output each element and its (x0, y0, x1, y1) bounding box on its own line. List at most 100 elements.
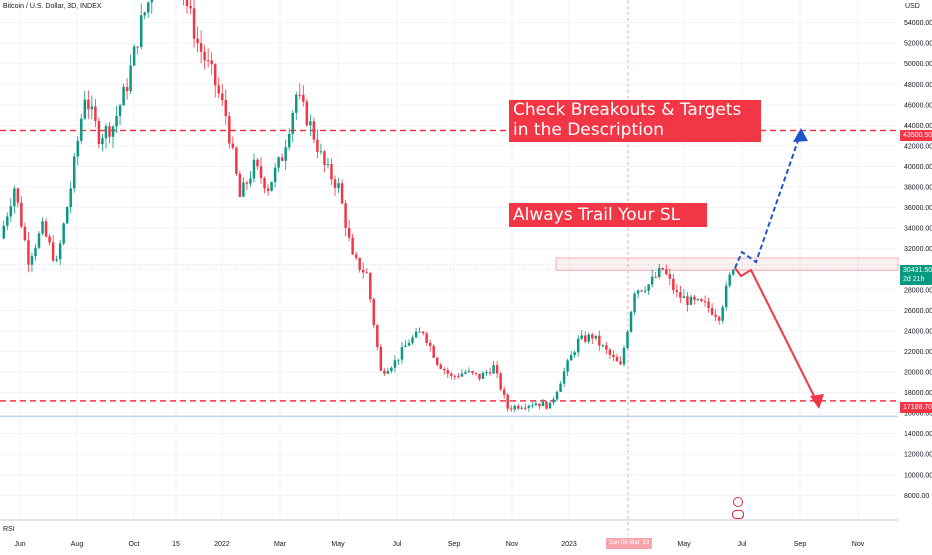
candle-body (76, 140, 80, 157)
price-tick-label: 46000.00 (904, 102, 932, 109)
banner-breakouts: Check Breakouts & Targets in the Descrip… (509, 100, 761, 142)
candle-body (700, 299, 703, 302)
candle-body (531, 405, 534, 407)
bullish-projection-arrow (734, 131, 802, 269)
candle-body (118, 105, 122, 116)
candle-body (615, 356, 619, 362)
candle-body (147, 2, 150, 13)
price-tick-label: 26000.00 (904, 308, 932, 315)
candle-body (330, 164, 333, 180)
candle-body (605, 345, 608, 350)
candle-body (411, 337, 414, 343)
candle-body (400, 346, 404, 360)
candle-body (379, 346, 383, 371)
candle-body (629, 311, 633, 332)
events-flag-icon[interactable] (732, 510, 744, 519)
candle-body (414, 331, 418, 338)
candle-body (150, 0, 154, 3)
time-tick-label: Sep (448, 541, 461, 548)
time-tick-label: Mar (274, 541, 287, 548)
candle-body (682, 296, 686, 298)
replay-icon[interactable] (733, 497, 743, 507)
candle-body (464, 372, 467, 374)
candle-body (305, 101, 309, 126)
candle-body (474, 372, 478, 374)
candle-body (654, 276, 657, 278)
candle-body (665, 269, 668, 275)
candle-body (640, 290, 643, 292)
candle-body (55, 259, 58, 261)
candle-body (598, 335, 601, 346)
candle-body (594, 335, 598, 339)
candle-body (686, 296, 689, 305)
candle-body (386, 371, 390, 374)
time-tick-label: Sep (794, 541, 807, 548)
current-price-label[interactable]: 30431.50 2d 21h (900, 265, 932, 285)
candle-body (703, 301, 707, 303)
candle-body (277, 157, 280, 168)
candle-body (249, 178, 252, 184)
candle-body (6, 216, 9, 226)
candle-body (245, 182, 249, 184)
candle-body (136, 46, 139, 48)
candle-body (62, 223, 65, 244)
candle-body (608, 349, 612, 355)
candle-body (710, 308, 714, 315)
candle-body (69, 188, 72, 208)
candle-body (471, 371, 474, 373)
candle-body (633, 293, 636, 312)
candle-body (390, 367, 393, 372)
candle-body (87, 99, 90, 110)
banner-trail-sl: Always Trail Your SL (509, 203, 707, 227)
candle-body (707, 301, 710, 309)
time-tick-label: 15 (172, 541, 180, 548)
time-tick-label: May (331, 541, 345, 548)
candle-body (517, 405, 520, 409)
price-tick-label: 38000.00 (904, 185, 932, 192)
candle-body (527, 405, 531, 408)
candle-body (650, 276, 654, 285)
candle-body (383, 370, 386, 374)
candle-body (566, 360, 569, 372)
candle-body (548, 402, 552, 409)
price-tick-label: 28000.00 (904, 287, 932, 294)
time-tick-label: Jun (14, 541, 25, 548)
candle-body (111, 126, 115, 137)
candle-body (453, 375, 457, 377)
time-tick-label: Jul (393, 541, 402, 548)
candle-body (309, 121, 312, 126)
candle-body (361, 269, 365, 273)
banner-breakouts-line1: Check Breakouts & Targets (513, 100, 742, 120)
price-tick-label: 50000.00 (904, 61, 932, 68)
candle-body (545, 401, 548, 409)
candle-body (457, 376, 460, 378)
projection-arrows (734, 128, 824, 409)
level-price-label-lower[interactable]: 17188.70 (900, 402, 932, 413)
candle-body (37, 233, 41, 248)
candle-body (425, 333, 428, 343)
bearish-arrowhead (810, 394, 824, 409)
candle-body (407, 342, 411, 346)
price-tick-label: 52000.00 (904, 41, 932, 48)
candle-body (217, 85, 220, 94)
level-price-label-upper[interactable]: 43500.50 (900, 130, 932, 141)
candle-body (27, 240, 30, 265)
candle-body (555, 391, 559, 400)
candle-body (657, 268, 661, 277)
candle-body (587, 334, 590, 342)
time-axis: Jun Aug Oct 15 2022 Mar May Jul Sep Nov 2023 May Jul… (14, 541, 864, 548)
candle-body (122, 86, 125, 106)
candle-body (90, 106, 94, 110)
price-tick-label: 10000.00 (904, 472, 932, 479)
candle-body (51, 242, 55, 261)
time-tick-label: Nov (506, 541, 519, 548)
candle-body (104, 126, 108, 139)
candle-body (509, 408, 513, 410)
candle-body (365, 272, 368, 274)
rsi-pane-label: RSI (3, 526, 15, 533)
candle-body (203, 51, 206, 61)
current-price-value: 30431.50 (903, 267, 932, 274)
candle-body (499, 373, 502, 390)
